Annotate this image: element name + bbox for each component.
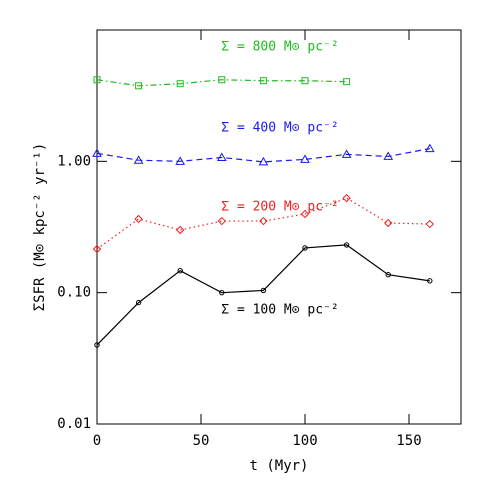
series-line [96, 79, 347, 87]
marker [343, 242, 350, 248]
marker [302, 245, 308, 251]
y-tick-label: 0.10 [57, 285, 91, 301]
y-axis-label: ΣSFR (M⊙ kpc⁻² yr⁻¹) [32, 143, 48, 312]
x-tick-label: 0 [93, 433, 101, 449]
marker [133, 155, 144, 164]
marker [259, 216, 268, 226]
marker [383, 151, 394, 160]
x-tick-label: 100 [292, 433, 317, 449]
series-line [96, 197, 430, 250]
marker [424, 143, 435, 153]
marker [427, 278, 433, 284]
x-tick-label: 150 [396, 433, 421, 449]
x-axis-label: t (Myr) [249, 458, 308, 474]
marker [176, 80, 184, 88]
marker [177, 267, 183, 274]
y-tick-label: 1.00 [57, 153, 91, 169]
marker [134, 214, 143, 224]
series-label: Σ = 100 M⊙ pc⁻² [221, 303, 338, 318]
series-line [96, 148, 430, 163]
marker [175, 156, 186, 165]
marker [219, 289, 225, 296]
series-line [96, 244, 430, 346]
marker [343, 78, 351, 86]
marker [383, 218, 393, 228]
marker [260, 287, 267, 294]
marker [216, 152, 227, 161]
marker [94, 342, 100, 348]
marker [92, 244, 102, 254]
marker [425, 219, 435, 229]
marker [93, 76, 101, 84]
series-label: Σ = 200 M⊙ pc⁻² [221, 200, 338, 215]
marker [175, 225, 185, 235]
marker [135, 82, 143, 90]
series-label: Σ = 800 M⊙ pc⁻² [221, 40, 338, 55]
marker [92, 148, 102, 157]
marker [217, 216, 227, 226]
marker [385, 272, 391, 278]
marker [301, 77, 309, 85]
marker [218, 76, 226, 84]
marker [300, 154, 310, 163]
marker [300, 209, 310, 219]
marker [259, 77, 267, 85]
x-tick-label: 50 [193, 433, 210, 449]
series-label: Σ = 400 M⊙ pc⁻² [221, 121, 338, 136]
marker [342, 193, 351, 203]
marker [135, 299, 142, 306]
marker [258, 156, 269, 166]
plot-frame [96, 29, 462, 425]
y-tick-label: 0.01 [57, 416, 91, 432]
marker [341, 149, 352, 158]
